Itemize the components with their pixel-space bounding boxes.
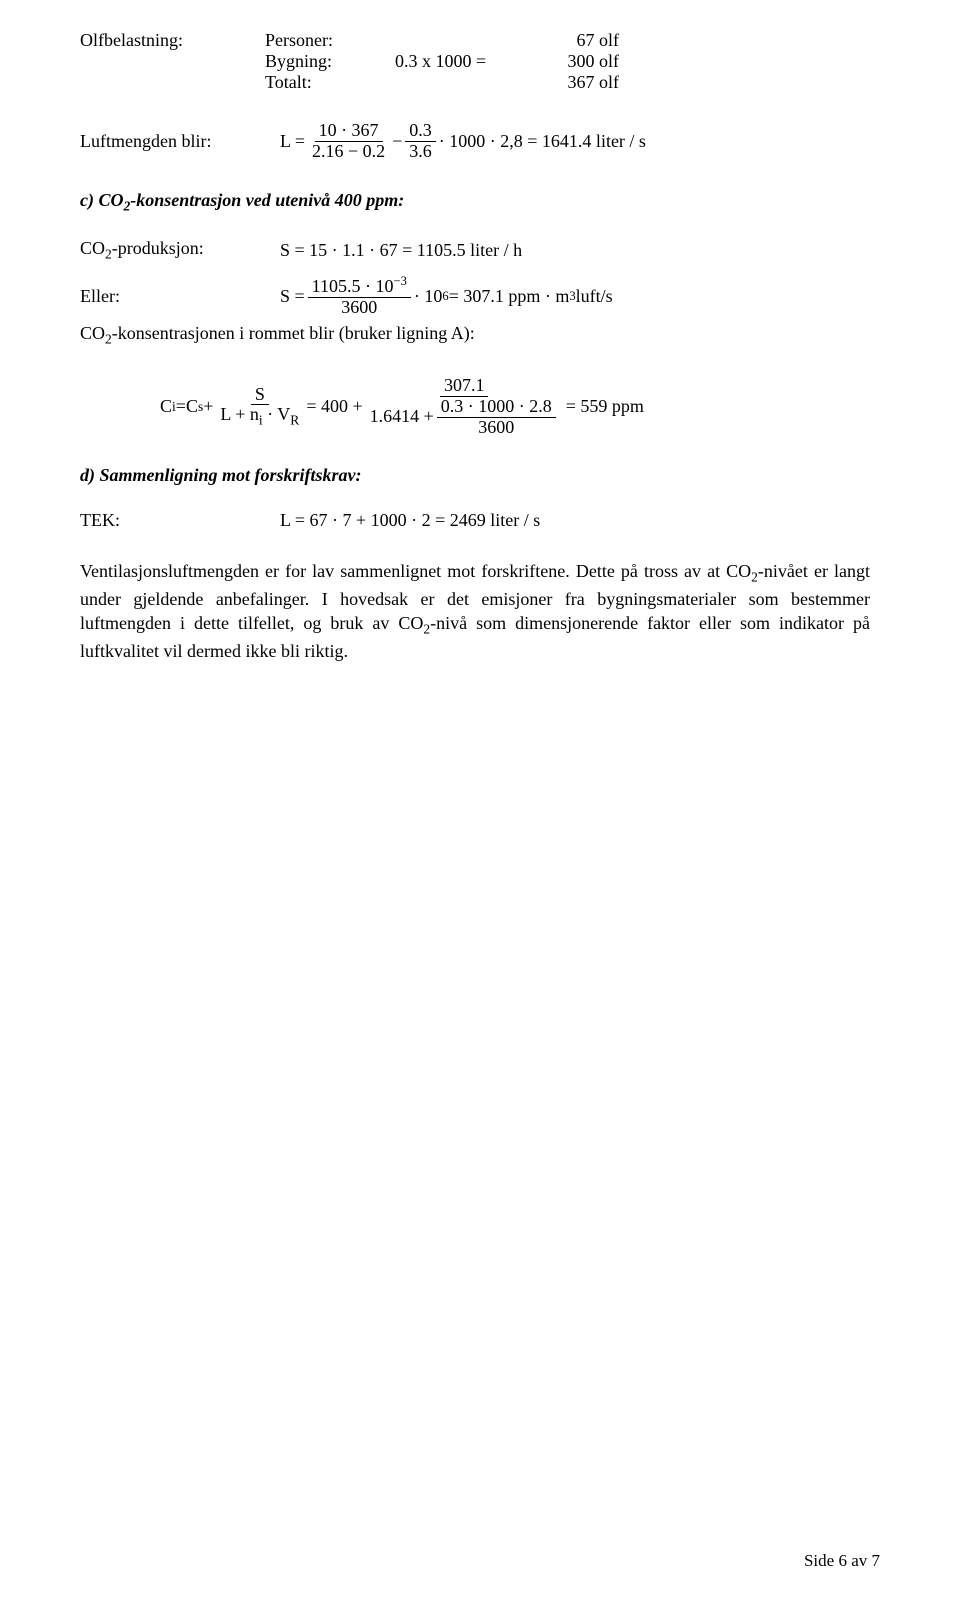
frac-den: 3.6 [405,142,436,162]
eller-equation: S = 1105.5 · 10−3 3600 · 106 = 307.1 ppm… [280,275,613,318]
frac-den: 1.6414 + 0.3 · 1000 · 2.8 3600 [366,397,563,438]
tek-equation: L = 67 · 7 + 1000 · 2 = 2469 liter / s [280,510,540,531]
airflow-equation: L = 10 · 367 2.16 − 0.2 − 0.3 3.6 · 1000… [280,121,646,162]
eq-lhs: L = [280,131,305,152]
heading-suf: -konsentrasjon ved utenivå 400 ppm: [130,190,404,210]
row-label: Bygning: [265,51,395,72]
frac-den: 2.16 − 0.2 [308,142,389,162]
concentration-equation: Ci = Cs + S L + ni · VR = 400 + 307.1 1.… [80,376,644,437]
subscript-2: 2 [751,570,758,585]
co2-prod-label: CO2-produksjon: [80,238,280,263]
airflow-label: Luftmengden blir: [80,131,280,152]
subscript-2: 2 [105,247,112,262]
frac-num: 0.3 [405,121,436,142]
eq-sign: = [176,396,186,417]
minus-sign: − [392,131,402,152]
tek-label: TEK: [80,510,280,531]
frac-num: 10 · 367 [315,121,383,142]
table-row: Bygning: 0.3 x 1000 = 300 olf [265,51,625,72]
eq-tail-a: = 307.1 ppm · m [449,286,570,307]
olf-table: Olfbelastning: Personer: 67 olf Bygning:… [80,30,880,93]
para-pre: Ventilasjonsluftmengden er for lav samme… [80,561,751,581]
line-suf: -konsentrasjonen i rommet blir (bruker l… [112,323,475,343]
subscript-2: 2 [105,332,112,347]
var-c: C [186,396,198,417]
row-mid: 0.3 x 1000 = [395,51,545,72]
label-suf: -produksjon: [112,238,204,258]
co2-prod-equation: S = 15 · 1.1 · 67 = 1105.5 liter / h [280,240,522,261]
frac-den: 3600 [474,418,518,438]
frac-num: 1105.5 · 10−3 [308,275,411,298]
frac-den: 3600 [337,298,381,318]
fraction: 1105.5 · 10−3 3600 [308,275,411,318]
fraction: S L + ni · VR [216,385,303,429]
eq-lhs: S = [280,286,305,307]
frac-num: S [251,385,269,406]
row-val: 300 olf [545,51,625,72]
nested-fraction: 307.1 1.6414 + 0.3 · 1000 · 2.8 3600 [366,376,563,437]
olf-label: Olfbelastning: [80,30,265,51]
olf-rows: Personer: 67 olf Bygning: 0.3 x 1000 = 3… [265,30,625,93]
eq-tail-b: luft/s [576,286,613,307]
frac-num: 0.3 · 1000 · 2.8 [437,397,556,418]
section-c-heading: c) CO2-konsentrasjon ved utenivå 400 ppm… [80,190,880,215]
tek-row: TEK: L = 67 · 7 + 1000 · 2 = 2469 liter … [80,510,880,531]
eq-mid: = 400 + [306,396,362,417]
row-mid [395,72,545,93]
subscript-r: R [290,413,299,428]
eller-row: Eller: S = 1105.5 · 10−3 3600 · 106 = 30… [80,275,880,318]
co2-prod-row: CO2-produksjon: S = 15 · 1.1 · 67 = 1105… [80,238,880,263]
table-row: Personer: 67 olf [265,30,625,51]
label-pre: CO [80,238,105,258]
fraction: 0.3 3.6 [405,121,436,162]
row-label: Personer: [265,30,395,51]
section-d-heading: d) Sammenligning mot forskriftskrav: [80,465,880,486]
eller-label: Eller: [80,286,280,307]
line-pre: CO [80,323,105,343]
superscript: −3 [394,274,407,288]
row-label: Totalt: [265,72,395,93]
airflow-row: Luftmengden blir: L = 10 · 367 2.16 − 0.… [80,121,880,162]
eq-tail: · 1000 · 2,8 = 1641.4 liter / s [439,131,646,152]
eq-tail: = 559 ppm [566,396,644,417]
conclusion-paragraph: Ventilasjonsluftmengden er for lav samme… [80,559,880,663]
frac-den: L + ni · VR [216,405,303,428]
plus-sign: + [203,396,213,417]
co2-room-line: CO2-konsentrasjonen i rommet blir (bruke… [80,323,880,348]
frac-num: 307.1 [440,376,489,397]
table-row: Totalt: 367 olf [265,72,625,93]
inner-fraction: 0.3 · 1000 · 2.8 3600 [437,397,556,438]
row-val: 67 olf [545,30,625,51]
page-footer: Side 6 av 7 [804,1551,880,1571]
row-val: 367 olf [545,72,625,93]
eq-after: · 10 [414,286,443,307]
row-mid [395,30,545,51]
var-c: C [160,396,172,417]
heading-pre: c) CO [80,190,124,210]
fraction: 10 · 367 2.16 − 0.2 [308,121,389,162]
